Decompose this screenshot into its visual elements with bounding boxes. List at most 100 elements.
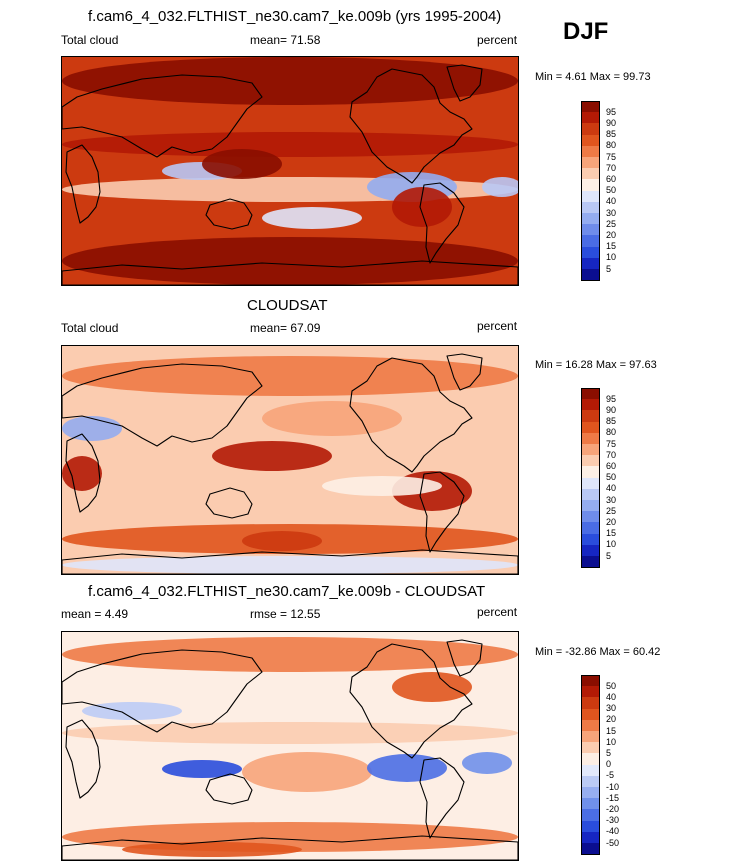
colorbar-label: 95 xyxy=(606,393,617,404)
colorbar-swatch xyxy=(581,775,600,788)
colorbar-swatch xyxy=(581,742,600,754)
colorbar-label: 75 xyxy=(606,151,617,162)
coastline xyxy=(446,639,483,677)
panel-3-right-label: percent xyxy=(477,605,518,619)
field-region xyxy=(367,754,447,782)
colorbar-label: 70 xyxy=(606,449,617,460)
field-region xyxy=(482,177,518,197)
colorbar-label: -30 xyxy=(606,815,620,826)
colorbar-label: 10 xyxy=(606,252,617,263)
colorbar-label: 75 xyxy=(606,438,617,449)
field-region xyxy=(262,207,362,229)
panel-3-minmax: Min = -32.86 Max = 60.42 xyxy=(535,646,661,658)
colorbar-swatch xyxy=(581,533,600,546)
panel-1-left-label: Total cloud xyxy=(61,33,119,47)
colorbar-label: 50 xyxy=(606,472,617,483)
colorbar-swatch xyxy=(581,798,600,810)
colorbar-label: 40 xyxy=(606,196,617,207)
field-region xyxy=(202,149,282,179)
panel-2-right-label: percent xyxy=(477,319,518,333)
colorbar-label: -5 xyxy=(606,770,615,781)
colorbar-swatch xyxy=(581,466,600,479)
colorbar-label: -50 xyxy=(606,837,620,848)
colorbar-label: 25 xyxy=(606,218,617,229)
panel-1-minmax: Min = 4.61 Max = 99.73 xyxy=(535,71,651,83)
coastline xyxy=(65,719,101,799)
colorbar-swatch xyxy=(581,235,600,248)
colorbar-swatch xyxy=(581,731,600,743)
coastline xyxy=(349,357,473,473)
field-region xyxy=(392,672,472,702)
coastline xyxy=(62,835,518,860)
colorbar-label: 40 xyxy=(606,483,617,494)
colorbar-swatch xyxy=(581,190,600,203)
colorbar-label: 60 xyxy=(606,460,617,471)
coastline xyxy=(62,74,263,158)
colorbar-swatch xyxy=(581,269,600,281)
colorbar-label: 15 xyxy=(606,725,617,736)
colorbar-swatch xyxy=(581,246,600,259)
field-region xyxy=(82,702,182,720)
coastline xyxy=(205,773,253,805)
field-region xyxy=(62,356,518,396)
colorbar-swatch xyxy=(581,145,600,158)
colorbar-label: 80 xyxy=(606,427,617,438)
colorbar-label: 30 xyxy=(606,207,617,218)
field-region xyxy=(322,476,442,496)
colorbar-swatch xyxy=(581,257,600,270)
coastline xyxy=(62,363,263,447)
colorbar-swatch xyxy=(581,697,600,710)
colorbar-swatch xyxy=(581,168,600,180)
colorbar-swatch xyxy=(581,213,600,225)
coastline xyxy=(419,471,465,553)
coastline xyxy=(205,198,253,230)
colorbar-label: 10 xyxy=(606,736,617,747)
colorbar-swatch xyxy=(581,444,600,456)
colorbar-swatch xyxy=(581,708,600,721)
coastline xyxy=(62,260,518,285)
colorbar-label: 5 xyxy=(606,550,612,561)
colorbar-label: 30 xyxy=(606,703,617,714)
field-region xyxy=(242,531,322,551)
colorbar-label: 5 xyxy=(606,747,612,758)
colorbar-label: 50 xyxy=(606,680,617,691)
field-region xyxy=(62,456,102,491)
coastline xyxy=(349,68,473,184)
colorbar-label: 90 xyxy=(606,404,617,415)
panel-3-map xyxy=(61,631,519,861)
colorbar-label: 0 xyxy=(606,759,612,770)
coastline xyxy=(419,182,465,264)
colorbar-swatch xyxy=(581,719,600,732)
colorbar-swatch xyxy=(581,388,600,400)
colorbar-label: 30 xyxy=(606,494,617,505)
colorbar-label: -20 xyxy=(606,803,620,814)
colorbar-label: 60 xyxy=(606,173,617,184)
colorbar-swatch xyxy=(581,101,600,113)
colorbar-swatch xyxy=(581,843,600,855)
colorbar-swatch xyxy=(581,224,600,236)
field-region xyxy=(62,416,122,441)
panel-2-minmax: Min = 16.28 Max = 97.63 xyxy=(535,359,657,371)
colorbar-label: 40 xyxy=(606,691,617,702)
colorbar-label: 85 xyxy=(606,416,617,427)
field-region xyxy=(62,722,518,744)
colorbar-swatch xyxy=(581,488,600,501)
field-region xyxy=(122,842,302,857)
field-region xyxy=(62,132,518,157)
field-region xyxy=(242,752,372,792)
panel-1-right-label: percent xyxy=(477,33,518,47)
field-region xyxy=(62,556,518,574)
colorbar-swatch xyxy=(581,544,600,557)
panel-2-left-label: Total cloud xyxy=(61,321,119,335)
panel-2-center-label: mean= 67.09 xyxy=(250,321,321,335)
colorbar-swatch xyxy=(581,421,600,434)
season-label: DJF xyxy=(563,18,609,45)
field-region xyxy=(392,187,452,227)
colorbar-label: 5 xyxy=(606,263,612,274)
colorbar-label: 95 xyxy=(606,106,617,117)
coastline xyxy=(446,353,483,391)
coastline xyxy=(65,433,101,513)
colorbar-swatch xyxy=(581,500,600,512)
colorbar-label: 20 xyxy=(606,516,617,527)
colorbar-swatch xyxy=(581,522,600,535)
